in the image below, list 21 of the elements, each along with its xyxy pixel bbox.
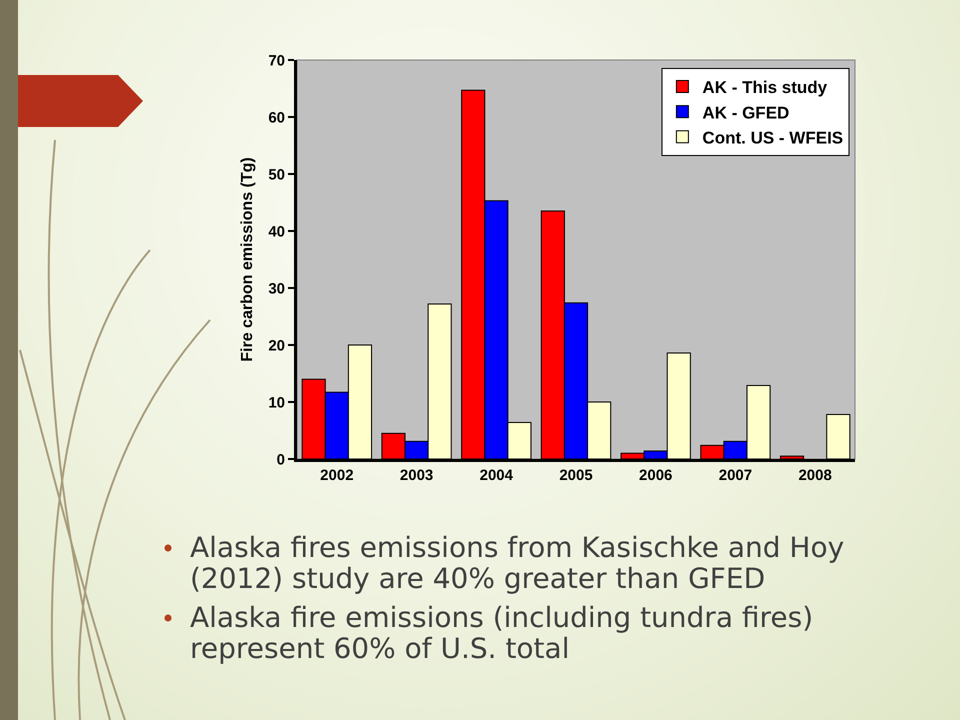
x-tick-label: 2003 (400, 467, 434, 484)
legend-label: AK - GFED (702, 103, 790, 122)
x-tick-label: 2006 (639, 467, 672, 484)
y-axis-title: Fire carbon emissions (Tg) (239, 157, 256, 362)
y-tick-label: 0 (276, 451, 285, 468)
x-tick-label: 2002 (320, 467, 354, 484)
y-tick-label: 50 (268, 166, 285, 184)
x-tick-label: 2005 (559, 467, 593, 484)
x-tick-label: 2004 (480, 467, 514, 484)
x-tick-label: 2007 (718, 467, 752, 484)
text: Alaska fire emissions (including tundra fires) represent 60% of U.S. total (190, 601, 814, 665)
legend-label: Cont. US - WFEIS (702, 128, 844, 148)
y-tick-label: 60 (268, 109, 285, 126)
y-tick-label: 20 (268, 337, 285, 354)
text: Alaska fires emissions from Kasischke and Hoy (2012) study are 40% greater than GFED (190, 531, 844, 595)
y-tick-label: 40 (268, 223, 285, 240)
x-tick-label: 2008 (798, 467, 832, 484)
y-tick-label: 10 (268, 394, 285, 412)
y-tick-label: 30 (268, 280, 285, 298)
legend-label: AK - This study (702, 78, 828, 98)
y-tick-label: 70 (268, 52, 285, 70)
